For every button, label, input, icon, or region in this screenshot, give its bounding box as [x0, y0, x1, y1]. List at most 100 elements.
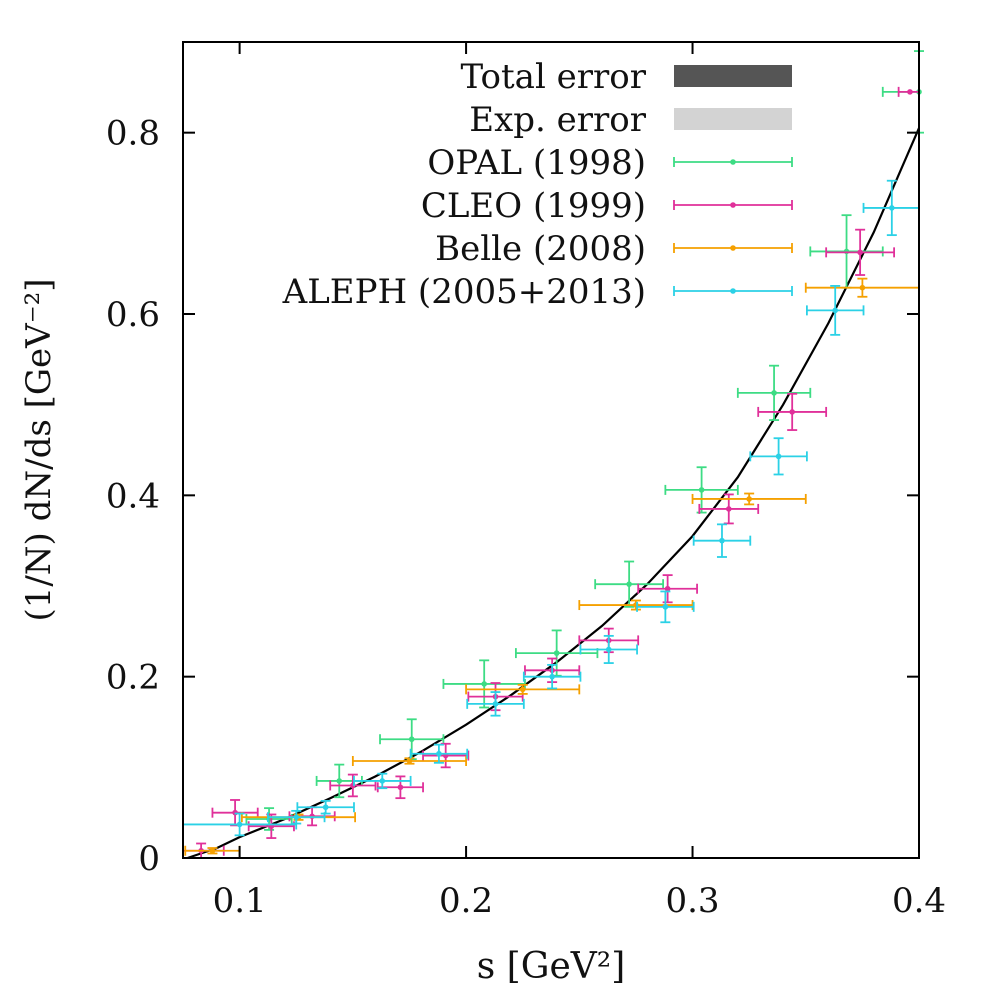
- point-marker: [336, 778, 343, 784]
- data-point: [353, 772, 412, 790]
- point-marker: [698, 487, 705, 493]
- data-point: [806, 284, 865, 336]
- data-point: [862, 179, 919, 237]
- point-marker: [746, 496, 752, 502]
- x-tick-label: 0.2: [439, 881, 493, 921]
- point-marker: [553, 650, 560, 656]
- x-tick-label: 0.4: [892, 881, 946, 921]
- data-point: [409, 743, 469, 764]
- point-marker: [209, 847, 216, 854]
- data-point: [466, 691, 525, 717]
- y-tick-label: 0.8: [106, 114, 160, 154]
- point-marker: [379, 778, 386, 784]
- legend-label: OPAL (1998): [427, 143, 646, 183]
- series-2: [184, 277, 919, 856]
- data-point: [442, 659, 526, 709]
- data-point: [594, 560, 664, 608]
- point-marker: [843, 248, 850, 255]
- point-marker: [907, 89, 913, 95]
- legend-label: CLEO (1999): [421, 186, 646, 226]
- data-point: [809, 214, 884, 289]
- legend-marker: [673, 157, 793, 167]
- point-marker: [519, 686, 526, 693]
- data-point: [757, 392, 828, 431]
- data-point: [211, 799, 259, 827]
- point-marker: [322, 804, 329, 811]
- point-marker: [889, 205, 895, 211]
- point-marker: [664, 585, 671, 592]
- legend-marker: [673, 200, 793, 210]
- y-tick-label: 0.4: [106, 476, 160, 516]
- legend-marker: [673, 286, 793, 296]
- y-axis-label: (1/N) dN/ds [GeV⁻²]: [19, 278, 59, 621]
- data-point: [514, 629, 599, 677]
- data-point: [465, 683, 581, 695]
- point-marker: [236, 821, 243, 828]
- data-points-layer: [182, 50, 924, 859]
- data-point: [749, 437, 808, 476]
- data-point: [804, 277, 919, 298]
- legend-label: Belle (2008): [435, 229, 646, 269]
- data-point: [664, 466, 739, 514]
- data-point: [376, 775, 424, 800]
- legend-label: Total error: [461, 57, 647, 97]
- legend-label: ALEPH (2005+2013): [282, 272, 646, 312]
- point-marker: [481, 681, 487, 687]
- y-tick-label: 0: [138, 839, 160, 879]
- point-marker: [309, 813, 315, 820]
- data-point: [636, 590, 695, 624]
- legend-marker: [673, 243, 793, 253]
- point-marker: [605, 646, 612, 653]
- point-marker: [406, 758, 413, 764]
- data-point: [267, 809, 326, 825]
- x-axis-label: s [GeV²]: [477, 946, 626, 987]
- x-tick-label: 0.3: [665, 881, 719, 921]
- point-marker: [293, 814, 300, 820]
- point-marker: [549, 673, 555, 680]
- data-point: [637, 574, 698, 604]
- y-tick-label: 0.2: [106, 658, 160, 698]
- point-marker: [436, 750, 442, 757]
- data-point: [351, 755, 467, 766]
- legend-label: Exp. error: [469, 100, 646, 140]
- point-marker: [492, 701, 499, 707]
- legend-band-swatch: [674, 108, 792, 130]
- point-marker: [771, 390, 777, 396]
- data-point: [691, 492, 807, 506]
- point-marker: [859, 284, 866, 291]
- point-marker: [725, 506, 732, 512]
- legend-band-swatch: [674, 65, 792, 87]
- data-point: [736, 364, 812, 421]
- data-point: [422, 742, 470, 769]
- point-marker: [775, 453, 782, 460]
- plot-frame: [182, 41, 920, 859]
- point-marker: [397, 784, 404, 791]
- y-tick-label: 0.6: [106, 295, 160, 335]
- data-point: [692, 523, 752, 558]
- data-point: [296, 799, 355, 815]
- data-point: [897, 86, 919, 97]
- data-point: [522, 663, 582, 690]
- series-3: [182, 179, 919, 837]
- point-marker: [232, 809, 238, 816]
- point-marker: [719, 537, 725, 544]
- axis-ticks-layer: [183, 42, 920, 859]
- data-point: [184, 845, 241, 856]
- point-marker: [626, 581, 632, 587]
- x-tick-label: 0.1: [213, 881, 267, 921]
- point-marker: [662, 604, 669, 610]
- point-marker: [832, 307, 839, 314]
- tick-labels-layer: 0.1 0.2 0.3 0.4 0 0.2 0.4 0.6 0.8: [106, 114, 946, 921]
- point-marker: [408, 736, 415, 743]
- model-curve: [187, 127, 921, 860]
- data-point: [825, 228, 895, 276]
- data-point: [578, 599, 694, 611]
- data-point: [579, 634, 638, 664]
- point-marker: [789, 409, 795, 415]
- data-point: [247, 813, 295, 839]
- model-curve-layer: [187, 127, 921, 860]
- point-marker: [857, 249, 863, 256]
- data-point: [329, 773, 377, 798]
